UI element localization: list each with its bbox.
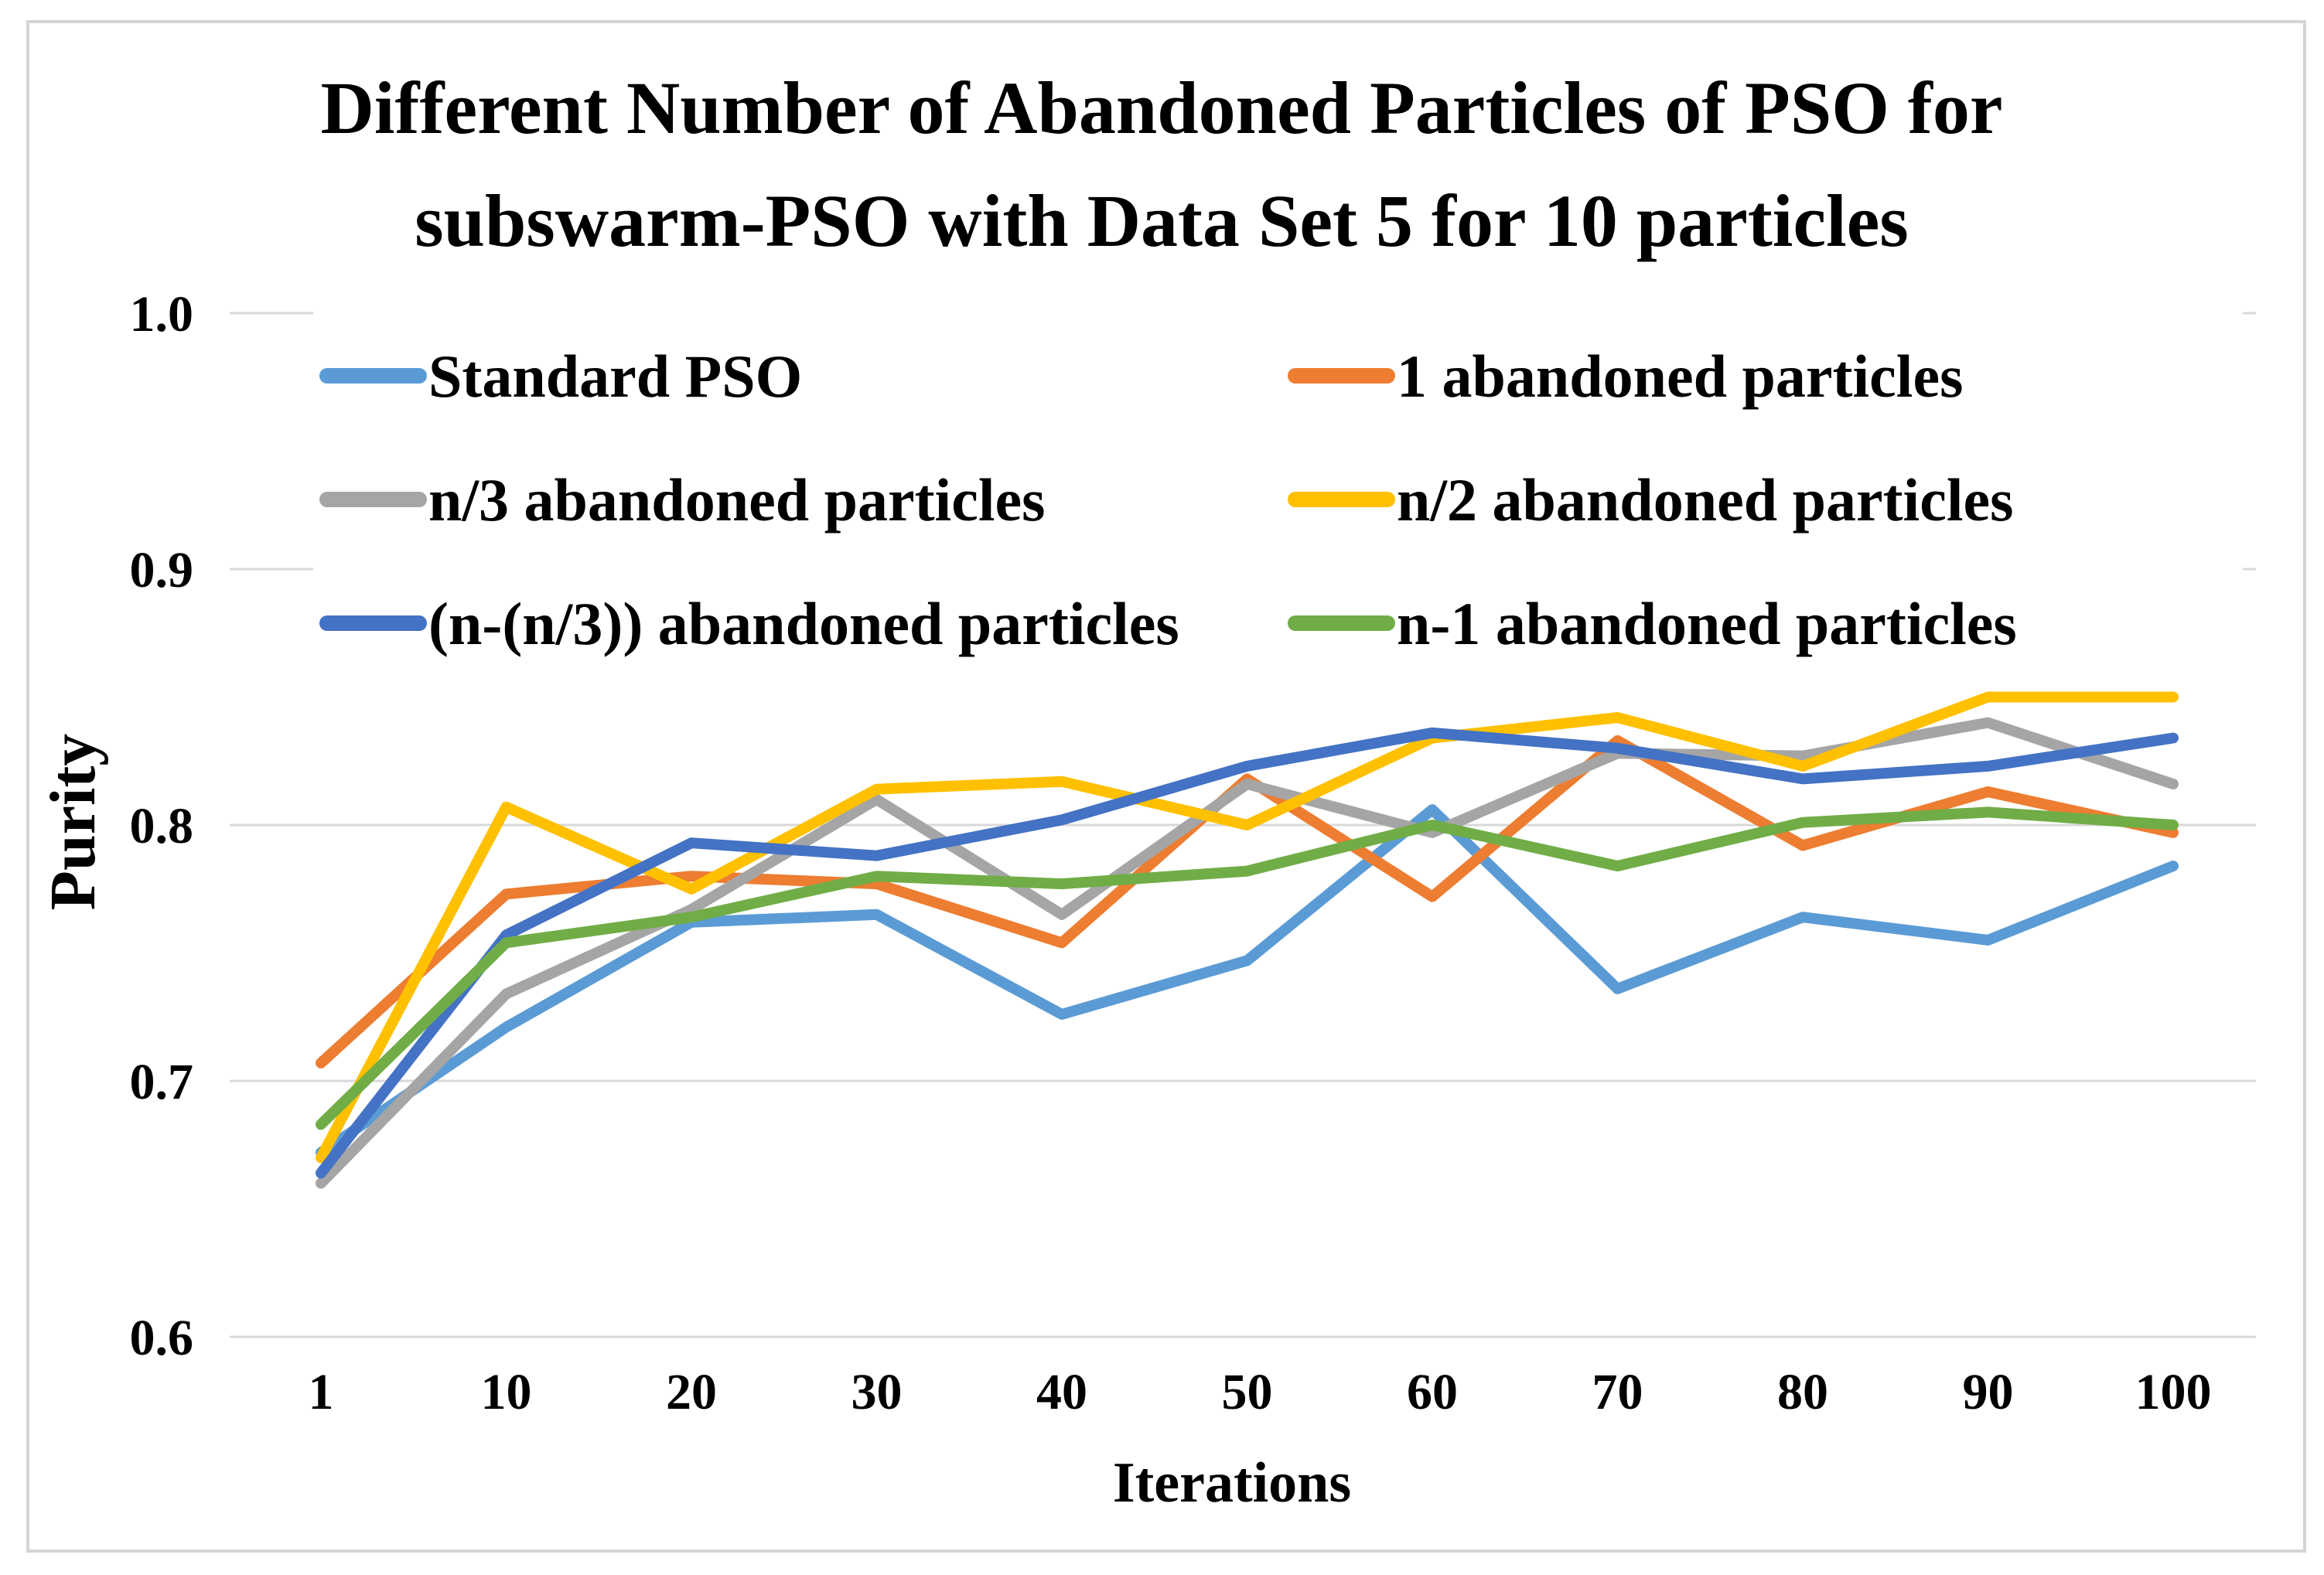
data-series-lines bbox=[316, 691, 2179, 1189]
chart-title-line1: Different Number of Abandoned Particles … bbox=[321, 66, 2003, 149]
legend-item: n/2 abandoned particles bbox=[1288, 466, 2013, 534]
legend-background bbox=[313, 304, 2243, 680]
x-tick-label: 100 bbox=[2135, 1364, 2212, 1420]
legend-item: n-1 abandoned particles bbox=[1288, 590, 2017, 657]
series-line-n-2-abandoned-particles bbox=[316, 691, 2179, 1164]
series-line-standard-pso bbox=[316, 804, 2179, 1158]
x-tick-label: 60 bbox=[1407, 1364, 1458, 1420]
x-tick-label: 70 bbox=[1592, 1364, 1643, 1420]
x-axis-tick-labels: 1 10 20 30 40 50 60 70 80 90 100 bbox=[309, 1364, 2212, 1420]
x-tick-label: 1 bbox=[309, 1364, 334, 1420]
y-tick-label: 1.0 bbox=[130, 286, 194, 343]
x-tick-label: 40 bbox=[1036, 1364, 1087, 1420]
legend-item: n/3 abandoned particles bbox=[319, 466, 1045, 534]
chart-legend: Standard PSO 1 abandoned particles n/3 aba… bbox=[313, 304, 2243, 680]
series-line--n-n-3-abandoned-particles bbox=[316, 727, 2179, 1179]
x-tick-label: 90 bbox=[1963, 1364, 2014, 1420]
legend-item: Standard PSO bbox=[319, 343, 802, 410]
chart-title-line2: subswarm-PSO with Data Set 5 for 10 part… bbox=[415, 179, 1908, 262]
series-line-n-1-abandoned-particles bbox=[316, 806, 2179, 1130]
legend-label: Standard PSO bbox=[428, 343, 802, 410]
legend-label: n/2 abandoned particles bbox=[1397, 466, 2013, 534]
x-axis-title: Iterations bbox=[1113, 1451, 1351, 1515]
x-tick-label: 10 bbox=[481, 1364, 532, 1420]
x-tick-label: 30 bbox=[851, 1364, 903, 1420]
legend-item: (n-(n/3)) abandoned particles bbox=[319, 590, 1179, 657]
y-axis-tick-labels: 1.0 0.9 0.8 0.7 0.6 bbox=[130, 286, 194, 1366]
y-tick-label: 0.8 bbox=[130, 798, 194, 854]
legend-label: (n-(n/3)) abandoned particles bbox=[428, 590, 1179, 657]
y-tick-label: 0.6 bbox=[130, 1310, 194, 1366]
figure-border bbox=[26, 20, 2306, 1553]
legend-label: n/3 abandoned particles bbox=[428, 466, 1045, 534]
x-tick-label: 50 bbox=[1222, 1364, 1273, 1420]
y-axis-title: Purity bbox=[37, 734, 109, 911]
x-tick-label: 80 bbox=[1777, 1364, 1828, 1420]
legend-label: n-1 abandoned particles bbox=[1397, 590, 2017, 657]
x-tick-label: 20 bbox=[666, 1364, 717, 1420]
legend-item: 1 abandoned particles bbox=[1288, 343, 1963, 410]
y-tick-label: 0.7 bbox=[130, 1054, 194, 1110]
y-tick-label: 0.9 bbox=[130, 542, 194, 598]
legend-label: 1 abandoned particles bbox=[1397, 343, 1963, 410]
